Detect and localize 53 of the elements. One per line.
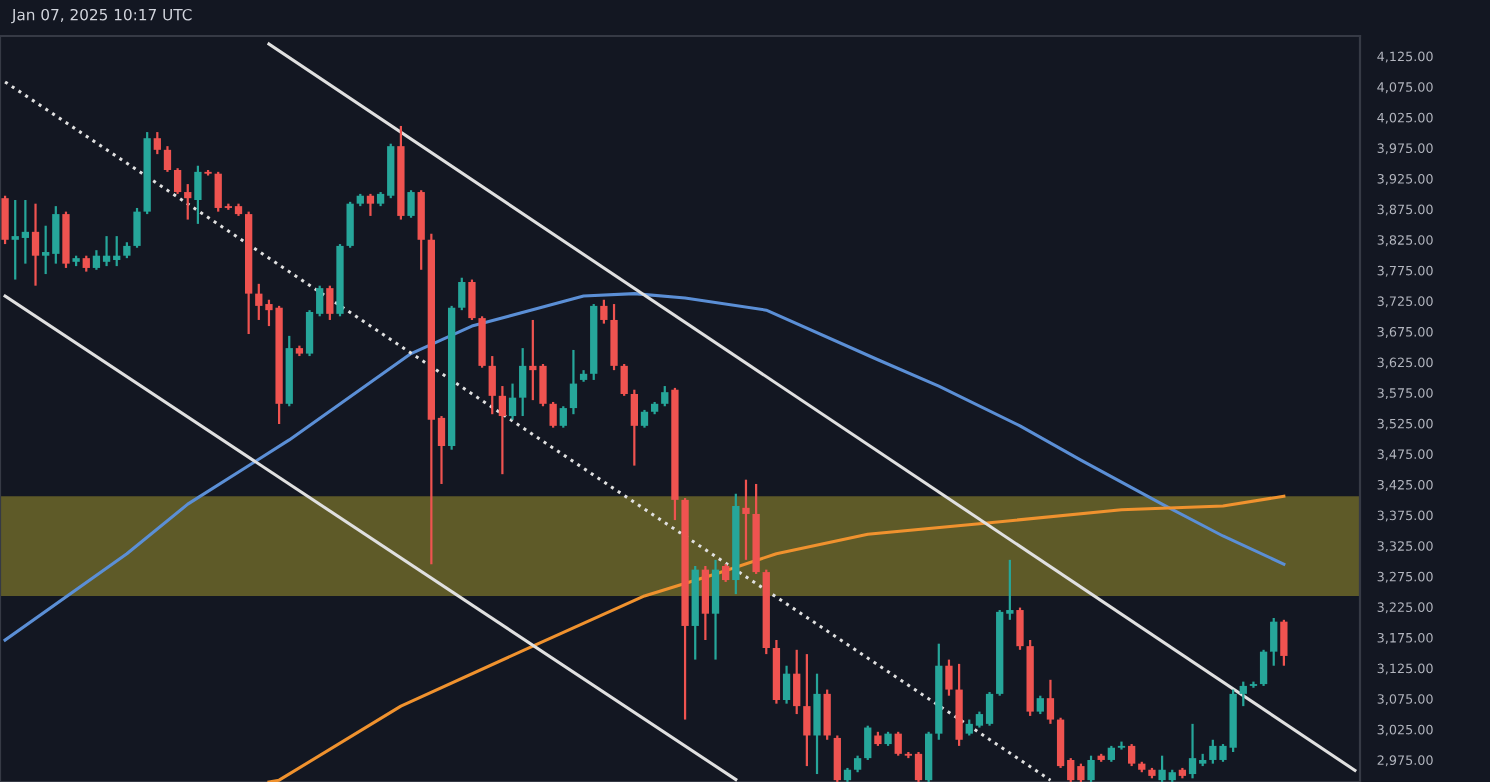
candlestick — [569, 348, 578, 416]
candlestick — [346, 200, 354, 249]
candlestick — [803, 652, 811, 768]
candlestick — [559, 405, 567, 429]
candlestick — [782, 664, 791, 705]
candlestick — [1239, 680, 1247, 708]
candlestick — [153, 130, 161, 156]
candlestick — [813, 672, 821, 776]
candlestick — [488, 354, 496, 416]
candlestick — [1270, 616, 1278, 667]
candlestick — [508, 382, 517, 421]
candlestick — [711, 558, 720, 661]
candlestick — [701, 564, 710, 642]
line-series — [3, 292, 1286, 642]
candlestick — [407, 189, 415, 219]
candlestick — [163, 145, 172, 173]
candlestick — [600, 298, 608, 325]
candlestick — [1280, 618, 1288, 667]
candlestick — [1036, 694, 1044, 716]
candlestick — [549, 400, 557, 429]
candlestick — [31, 202, 40, 287]
candlestick — [173, 167, 182, 195]
candlestick — [925, 730, 933, 782]
candlestick — [1046, 678, 1055, 725]
candlestick — [1087, 754, 1095, 782]
candlestick — [793, 648, 801, 716]
candlestick — [945, 658, 953, 697]
candlestick — [184, 182, 192, 221]
candlestick — [742, 478, 750, 561]
candlestick — [823, 688, 831, 741]
candlestick — [1127, 742, 1136, 768]
candlestick — [498, 384, 507, 476]
candlestick — [894, 730, 902, 757]
candlestick — [833, 734, 841, 782]
candlestick — [519, 347, 527, 418]
candlestick — [1117, 740, 1126, 751]
candlestick — [366, 192, 375, 218]
candlestick — [864, 724, 872, 762]
candlestick — [610, 302, 618, 372]
candlestick — [194, 164, 202, 225]
candlestick — [1, 194, 9, 246]
candlestick — [478, 315, 486, 369]
candlestick — [326, 284, 334, 322]
line-series — [267, 494, 1286, 782]
candlestick — [458, 276, 466, 312]
candlestick — [630, 388, 638, 467]
candlestick — [1259, 648, 1268, 688]
candlestick — [620, 362, 628, 397]
candlestick — [1016, 606, 1024, 651]
candlestick — [661, 384, 669, 408]
candlestick — [133, 206, 141, 249]
candlestick — [417, 189, 425, 271]
candlestick — [468, 278, 476, 322]
